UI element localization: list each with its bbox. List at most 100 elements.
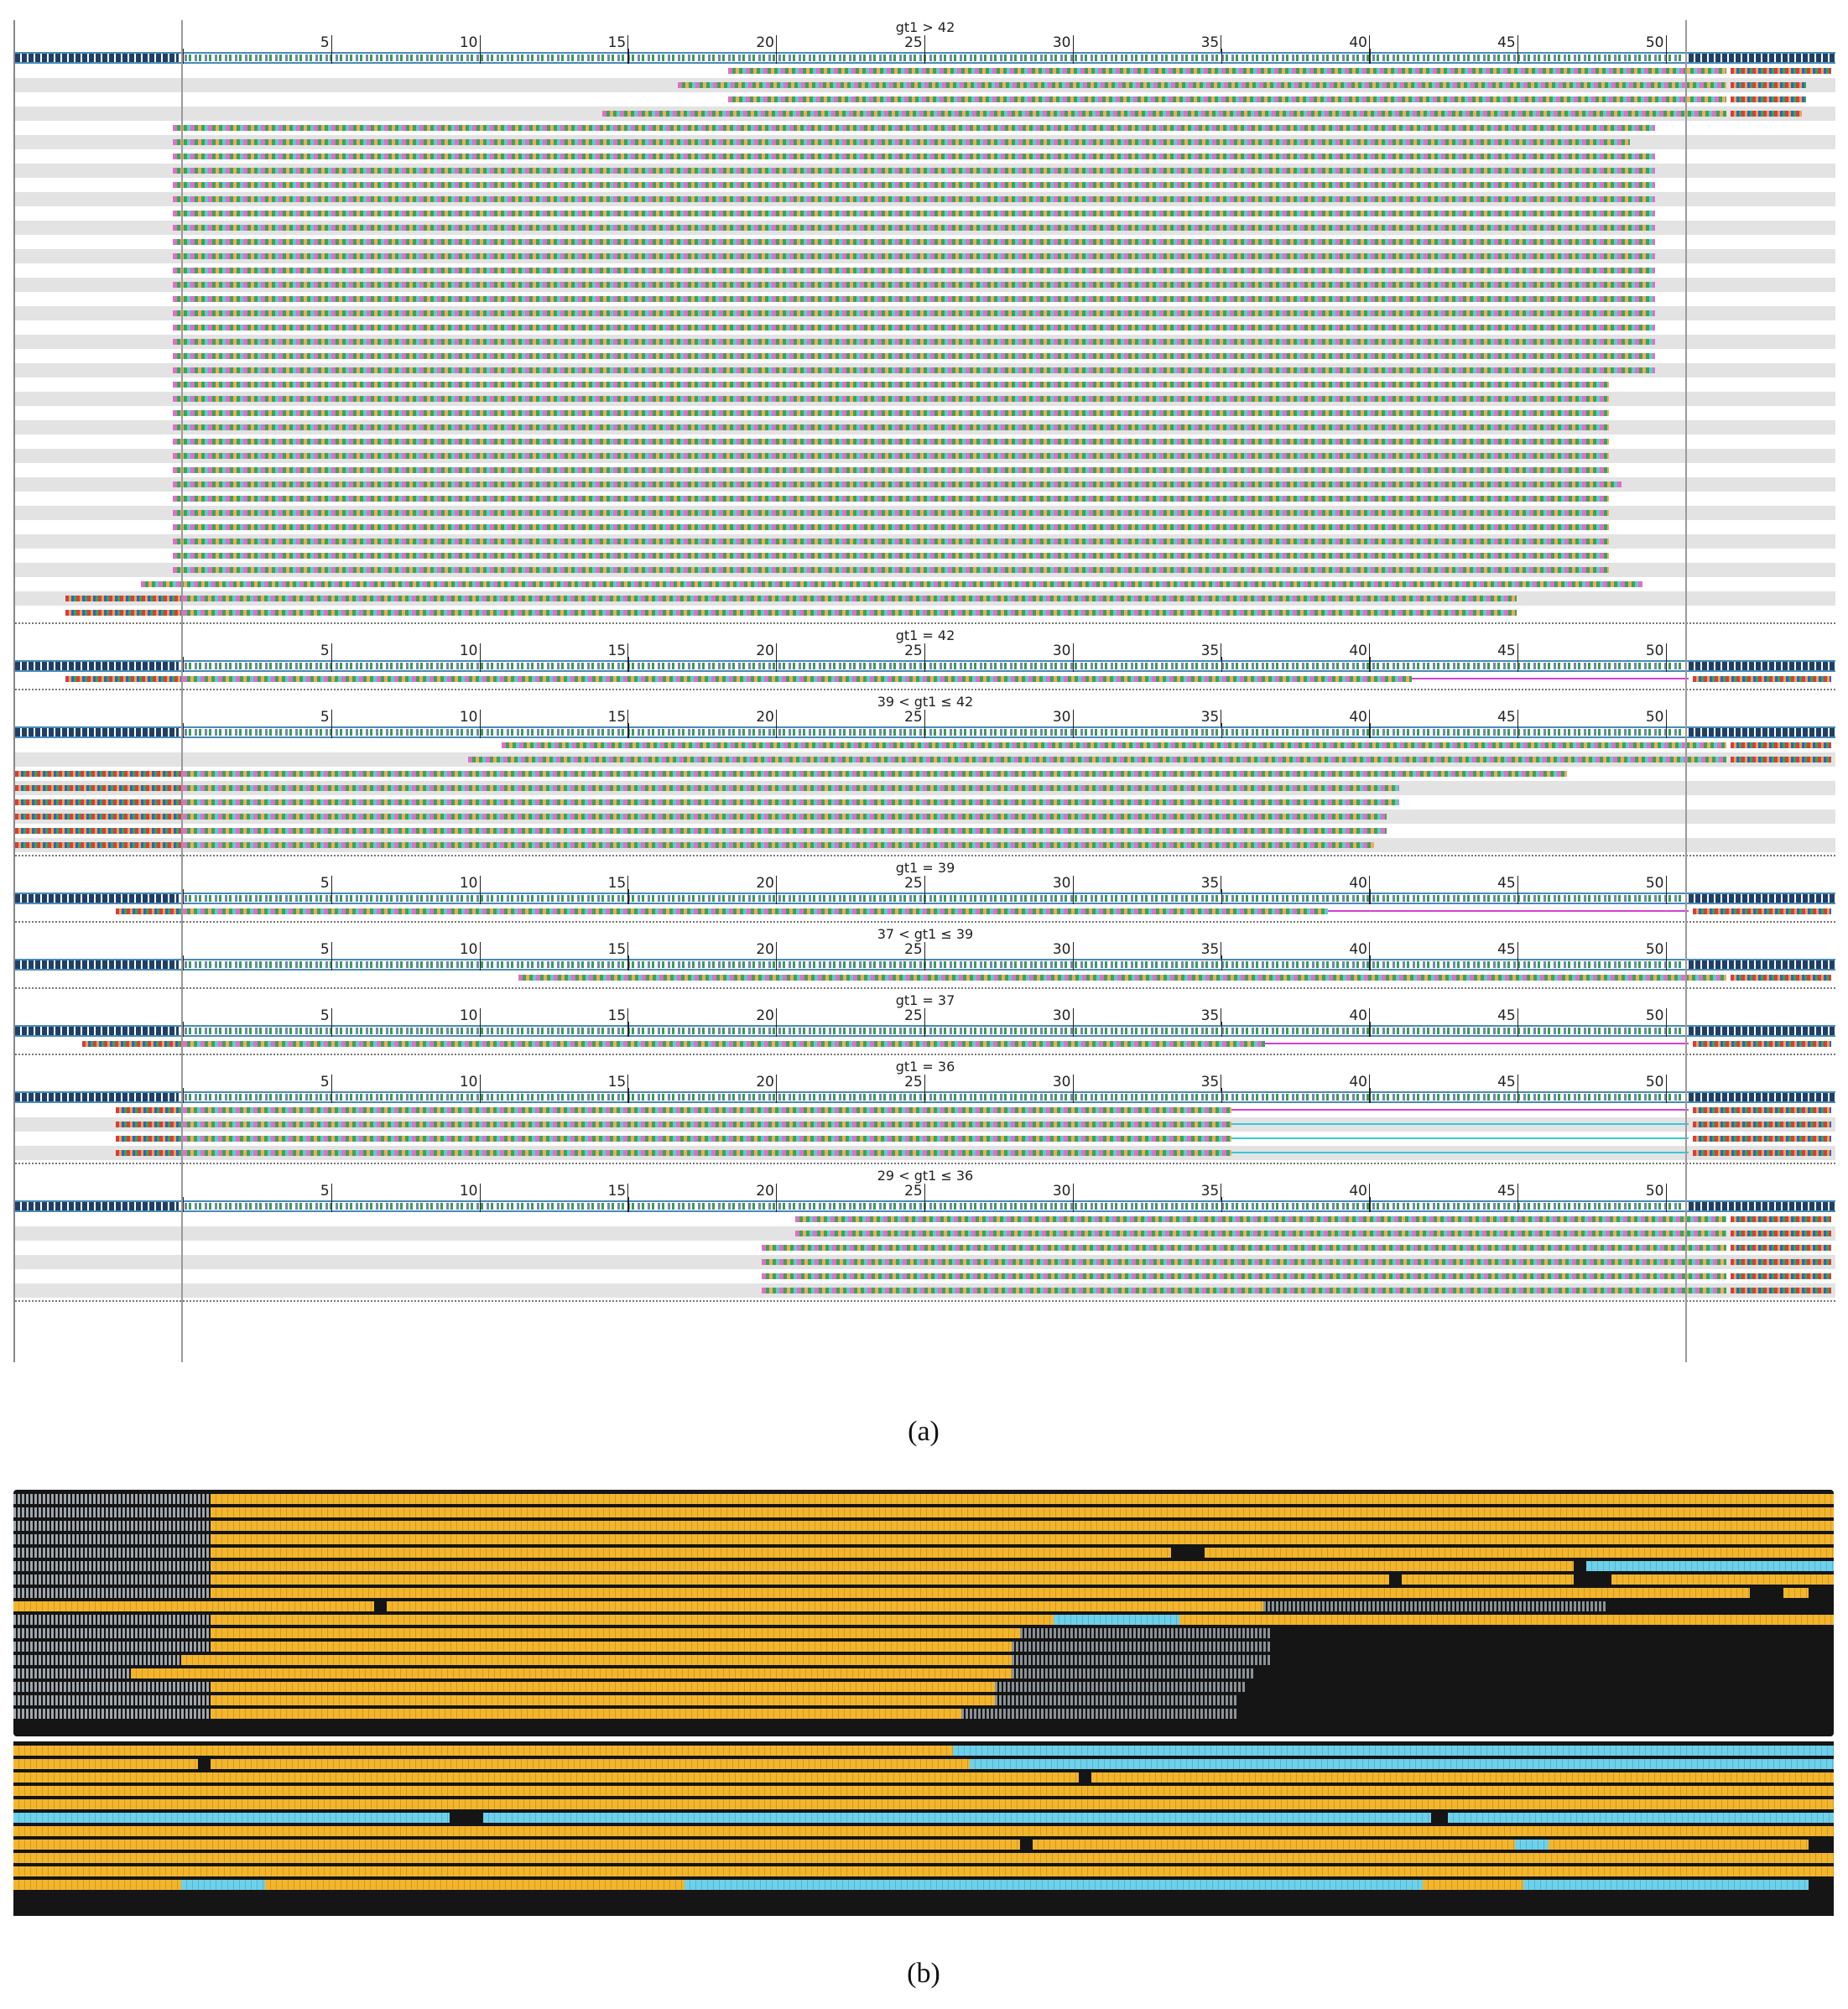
sequence-read-row (13, 1798, 1834, 1810)
ruler-tick (1072, 1008, 1074, 1025)
read-repeat-segment (183, 596, 1517, 601)
read-row (15, 534, 1835, 549)
read-repeat-segment (173, 524, 1609, 530)
ruler-tick-label: 35 (1200, 1074, 1220, 1090)
read-row (15, 392, 1835, 406)
read-right-flank-segment (1731, 1231, 1831, 1236)
ruler-tick-label: 20 (756, 875, 774, 892)
ruler-tick (924, 710, 925, 726)
gaa-repeat-segment (387, 1601, 1263, 1611)
tail-sequence (1020, 1628, 1272, 1638)
sequence-read-row (13, 1614, 1834, 1626)
read-row (15, 477, 1835, 492)
read-group: 37 < gt1 ≤ 39 5 10 15 20 25 30 35 40 45 50 (15, 926, 1835, 989)
reference-track (15, 1197, 1835, 1212)
read-deletion-gap (1231, 1137, 1689, 1139)
reference-repeat-box (1221, 657, 1371, 672)
read-list (15, 1103, 1835, 1160)
ruler-tick-label: 5 (320, 1074, 330, 1090)
read-row (15, 1103, 1835, 1117)
read-row (15, 235, 1835, 249)
ruler-tick (1369, 1008, 1370, 1025)
group-title: 37 < gt1 ≤ 39 (877, 926, 974, 942)
read-row (15, 363, 1835, 377)
read-repeat-segment (183, 814, 1387, 820)
read-row (15, 824, 1835, 838)
reference-repeat-box (776, 657, 926, 672)
ruler-tick (776, 1075, 777, 1091)
gaa-repeat-segment (211, 1759, 970, 1769)
gaa-repeat-segment (1179, 1615, 1834, 1625)
ruler-tick (479, 1008, 481, 1025)
reference-repeat-box (1221, 1088, 1371, 1103)
ruler-tick (924, 876, 925, 893)
read-row (15, 221, 1835, 235)
ruler-tick-label: 15 (607, 34, 627, 51)
reference-repeat-box (776, 723, 926, 738)
group-title: gt1 = 36 (895, 1059, 955, 1075)
read-right-flank-segment (1731, 96, 1806, 102)
gga-repeat-segment (13, 1813, 450, 1823)
ruler-tick-label: 25 (904, 643, 923, 659)
read-repeat-segment (173, 339, 1655, 345)
read-flank-segment (15, 771, 181, 777)
reference-repeat-box (924, 1197, 1074, 1212)
gaa-repeat-segment (13, 1786, 1834, 1796)
read-repeat-segment (183, 1150, 1231, 1156)
read-row (15, 1212, 1835, 1226)
reference-repeat-box (331, 1022, 481, 1037)
reference-flank-left (15, 662, 179, 670)
ruler-tick-label: 50 (1645, 1007, 1664, 1024)
gaa-repeat-segment (1423, 1880, 1523, 1890)
gga-repeat-segment (685, 1880, 1423, 1890)
ruler-tick (627, 1075, 629, 1091)
ruler-tick-label: 10 (459, 1007, 478, 1024)
read-right-flank-segment (1731, 1288, 1831, 1293)
read-right-flank-segment (1731, 975, 1831, 981)
read-group: gt1 > 42 5 10 15 20 25 30 35 40 45 50 (15, 20, 1835, 624)
read-flank-segment (82, 1041, 181, 1047)
group-separator (15, 1163, 1835, 1164)
position-ruler: 5 10 15 20 25 30 35 40 45 50 (15, 875, 1835, 893)
tail-sequence (1263, 1601, 1607, 1611)
group-title: gt1 = 39 (895, 860, 955, 876)
ruler-tick (1072, 35, 1074, 52)
ruler-tick (331, 1184, 332, 1200)
flank-sequence (13, 1642, 211, 1652)
sequence-read-row (13, 1839, 1834, 1850)
reference-repeat-box (479, 49, 629, 64)
ruler-tick-label: 25 (904, 1183, 923, 1200)
ruler-tick (924, 942, 925, 959)
ruler-tick-label: 15 (607, 875, 627, 892)
reference-repeat-box (924, 49, 1074, 64)
ruler-tick (1517, 1008, 1518, 1025)
ruler-tick (331, 942, 332, 959)
read-repeat-segment (173, 567, 1609, 573)
reference-repeat-core (185, 1028, 1683, 1034)
ruler-tick (1072, 643, 1074, 660)
read-row (15, 92, 1835, 107)
ruler-tick-label: 25 (904, 34, 923, 51)
ruler-tick (1369, 710, 1370, 726)
reference-repeat-box (331, 889, 481, 904)
read-list (15, 904, 1835, 919)
read-repeat-segment (173, 325, 1655, 330)
read-list (15, 1037, 1835, 1051)
read-row (15, 752, 1835, 767)
ruler-tick-label: 45 (1497, 1007, 1516, 1024)
reference-repeat-box (627, 1022, 778, 1037)
ruler-tick-label: 10 (459, 709, 478, 726)
read-flank-segment (65, 596, 181, 601)
read-repeat-segment (173, 239, 1655, 245)
read-list (15, 738, 1835, 852)
reference-flank-right (1689, 1027, 1835, 1035)
read-flank-segment (65, 610, 181, 616)
ruler-tick (1517, 35, 1518, 52)
read-row (15, 563, 1835, 577)
reference-repeat-box (479, 955, 629, 971)
ruler-tick-label: 20 (756, 34, 774, 51)
read-repeat-segment (173, 225, 1655, 231)
sequence-read-row (13, 1493, 1834, 1505)
ruler-tick (1369, 942, 1370, 959)
ruler-tick-label: 25 (904, 941, 923, 958)
